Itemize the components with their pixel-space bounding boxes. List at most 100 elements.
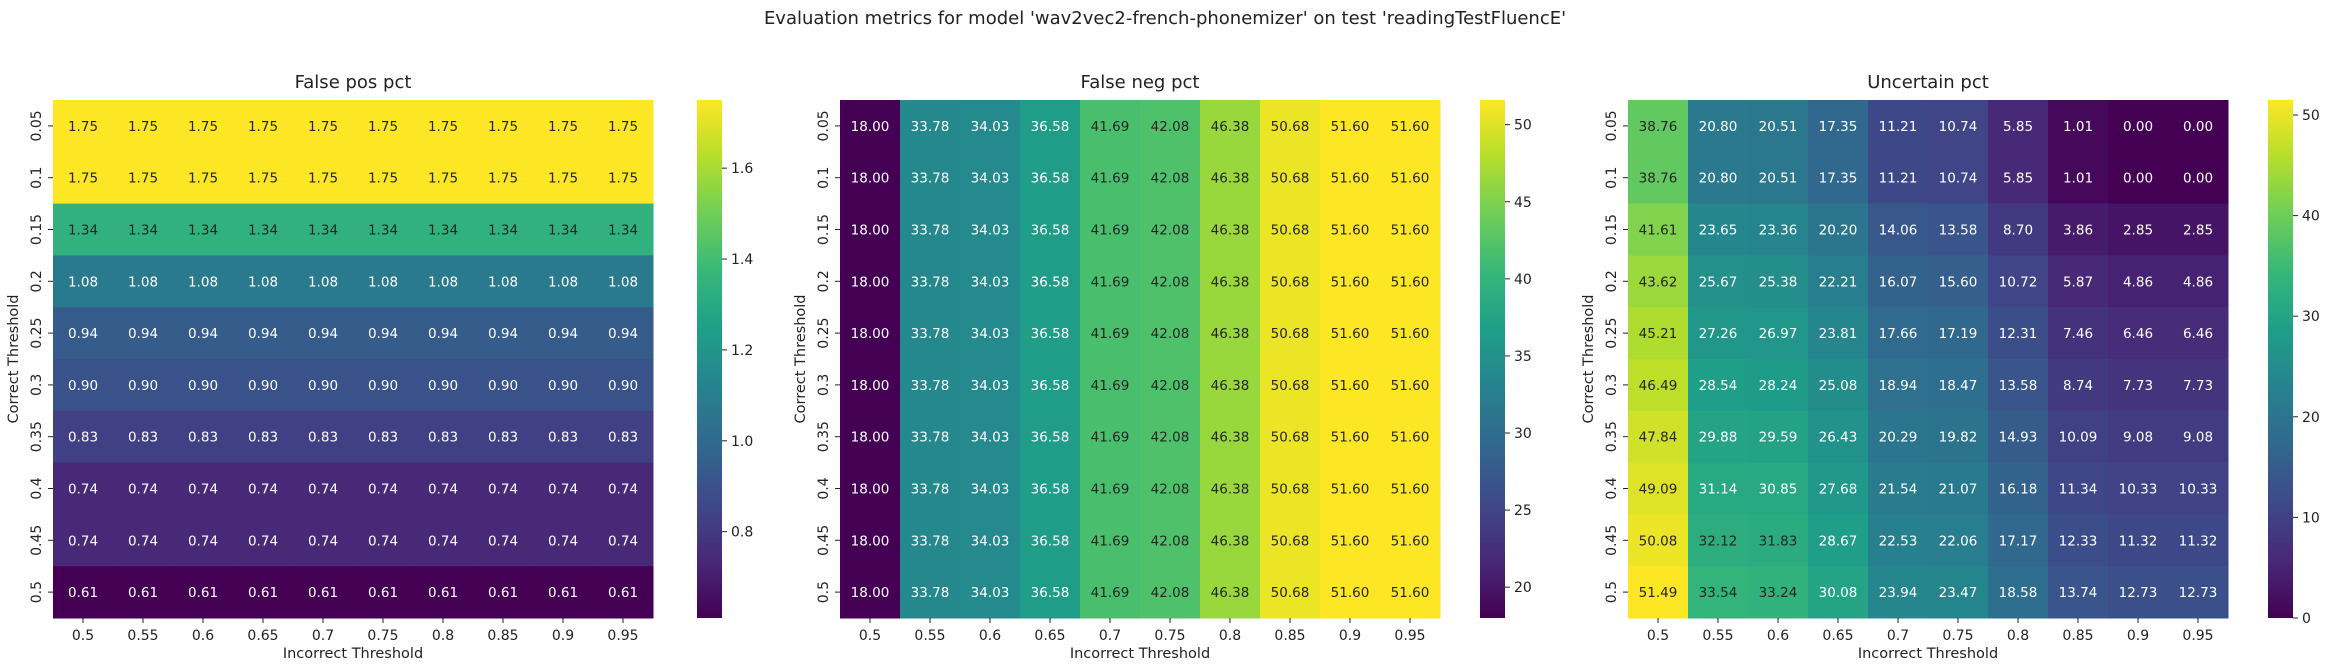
cell-value-label: 36.58 [1031, 430, 1070, 446]
heatmap-cell [2168, 566, 2229, 619]
cell-value-label: 0.61 [128, 585, 158, 601]
heatmap-cell [1748, 462, 1809, 515]
y-tick-label: 0.3 [816, 374, 832, 396]
cell-value-label: 27.26 [1699, 326, 1738, 342]
cell-value-label: 1.75 [308, 171, 338, 187]
heatmap-cell [1200, 307, 1261, 360]
cell-value-label: 26.97 [1759, 326, 1798, 342]
x-axis-label: Incorrect Threshold [1070, 646, 1210, 662]
heatmap-cell [113, 514, 174, 567]
y-tick-label: 0.15 [29, 214, 45, 245]
heatmap-cell [2048, 410, 2109, 464]
heatmap-cell [113, 566, 174, 619]
heatmap-cell [1140, 566, 1201, 619]
heatmap-cell [1688, 100, 1749, 153]
cell-value-label: 36.58 [1031, 326, 1070, 342]
cell-value-label: 34.03 [971, 171, 1010, 187]
heatmap-cell [293, 410, 354, 464]
cell-value-label: 1.01 [2063, 119, 2093, 135]
cell-value-label: 46.38 [1211, 274, 1250, 290]
colorbar-tick-label: 30 [2302, 309, 2320, 325]
heatmap-cell [353, 203, 414, 256]
heatmap-cell [1688, 566, 1749, 619]
heatmap-cell [173, 566, 234, 619]
y-tick-label: 0.1 [29, 167, 45, 189]
cell-value-label: 18.47 [1939, 378, 1978, 394]
heatmap-cell [533, 514, 594, 567]
cell-value-label: 28.24 [1759, 378, 1798, 394]
x-tick-label: 0.7 [1099, 628, 1121, 644]
cell-value-label: 0.74 [368, 533, 398, 549]
cell-value-label: 1.75 [428, 171, 458, 187]
cell-value-label: 0.74 [68, 482, 98, 498]
heatmap-cell [593, 151, 654, 205]
heatmap-cell [1080, 359, 1141, 412]
cell-value-label: 10.72 [1999, 274, 2038, 290]
cell-value-label: 42.08 [1151, 119, 1190, 135]
cell-value-label: 51.60 [1391, 533, 1430, 549]
cell-value-label: 5.85 [2003, 119, 2033, 135]
heatmap-cell [1380, 307, 1441, 360]
heatmap-cell [113, 307, 174, 360]
cell-value-label: 1.08 [608, 274, 638, 290]
cell-value-label: 20.51 [1759, 119, 1798, 135]
cell-value-label: 0.61 [248, 585, 278, 601]
heatmap-cell [2168, 410, 2229, 464]
x-tick-label: 0.75 [367, 628, 398, 644]
panel-title: False neg pct [1081, 72, 1200, 93]
cell-value-label: 51.60 [1391, 223, 1430, 239]
heatmap-cell [53, 410, 114, 464]
heatmap-cell [593, 100, 654, 153]
cell-value-label: 1.75 [128, 119, 158, 135]
heatmap-cell [413, 410, 474, 464]
heatmap-cell [1868, 100, 1929, 153]
heatmap-cell [1320, 255, 1381, 308]
heatmap-cell [1688, 307, 1749, 360]
colorbar-tick-label: 35 [1514, 349, 1532, 365]
heatmap-cell [353, 410, 414, 464]
heatmap-cell [1260, 410, 1321, 464]
heatmap-cell [960, 203, 1021, 256]
heatmap-cell [413, 255, 474, 308]
cell-value-label: 0.74 [308, 482, 338, 498]
cell-value-label: 42.08 [1151, 378, 1190, 394]
heatmap-cell [413, 514, 474, 567]
heatmap-cell [593, 359, 654, 412]
x-axis-label: Incorrect Threshold [1858, 646, 1998, 662]
cell-value-label: 42.08 [1151, 585, 1190, 601]
heatmap-cell [2048, 100, 2109, 153]
heatmap-cell [413, 151, 474, 205]
cell-value-label: 7.73 [2123, 378, 2153, 394]
cell-value-label: 0.00 [2123, 171, 2153, 187]
heatmap-cell [353, 151, 414, 205]
cell-value-label: 0.00 [2123, 119, 2153, 135]
cell-value-label: 46.38 [1211, 585, 1250, 601]
heatmap-cell [1988, 255, 2049, 308]
heatmap-cell [1140, 514, 1201, 567]
heatmap-cell [1320, 514, 1381, 567]
heatmap-cell [1808, 255, 1869, 308]
heatmap-cell [1988, 566, 2049, 619]
cell-value-label: 50.08 [1639, 533, 1678, 549]
cell-value-label: 19.82 [1939, 430, 1978, 446]
cell-value-label: 33.78 [911, 430, 950, 446]
x-tick-label: 0.8 [432, 628, 454, 644]
cell-value-label: 36.58 [1031, 223, 1070, 239]
x-tick-label: 0.7 [1887, 628, 1909, 644]
cell-value-label: 50.68 [1271, 430, 1310, 446]
heatmap-cell [1260, 566, 1321, 619]
heatmap-cell [1928, 462, 1989, 515]
heatmap-cell [2108, 100, 2169, 153]
heatmap-cell [233, 566, 294, 619]
cell-value-label: 1.34 [308, 223, 338, 239]
heatmap-cell [960, 410, 1021, 464]
cell-value-label: 0.61 [548, 585, 578, 601]
cell-value-label: 34.03 [971, 533, 1010, 549]
heatmap-cell [2108, 203, 2169, 256]
cell-value-label: 0.83 [368, 430, 398, 446]
cell-value-label: 36.58 [1031, 585, 1070, 601]
cell-value-label: 0.83 [188, 430, 218, 446]
heatmap-cell [2168, 255, 2229, 308]
panel-title: False pos pct [295, 72, 412, 93]
cell-value-label: 12.73 [2119, 585, 2158, 601]
